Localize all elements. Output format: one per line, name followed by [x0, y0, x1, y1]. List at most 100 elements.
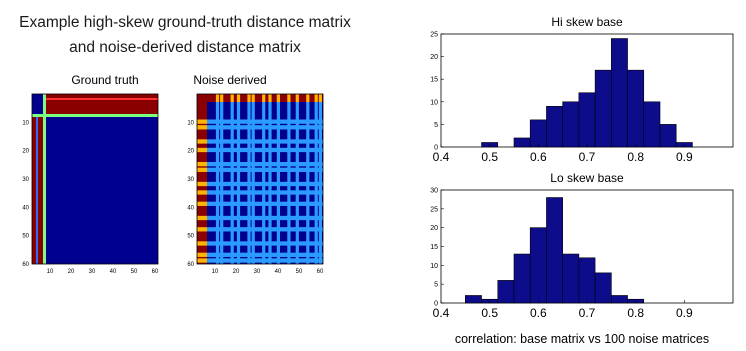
ytick-label: 25 [430, 206, 438, 213]
noise-top-marker [318, 94, 322, 102]
noise-left-marker [197, 125, 207, 130]
noise-left-marker [197, 147, 207, 153]
noise-left-marker [197, 190, 207, 195]
histogram-title: Hi skew base [551, 15, 623, 29]
histogram-bar [627, 69, 645, 148]
hi-skew-histogram: Hi skew base 0 5 10 15 20 25 0.4 0.5 0.6 0.7 0.8 0.9 [430, 15, 734, 164]
noise-left-marker [197, 139, 207, 144]
noise-top-marker [251, 94, 255, 102]
noise-column-stripe [314, 94, 318, 264]
histogram-bar [513, 253, 531, 304]
noise-column-stripe [268, 94, 272, 264]
noise-left-marker [197, 162, 207, 167]
ground-truth-top-line [44, 98, 158, 100]
noise-row-stripe [197, 258, 323, 263]
xtick-label: 0.6 [530, 306, 547, 320]
noise-column-stripe [287, 94, 291, 264]
histogram-bar [546, 197, 563, 304]
noise-derived-top-band [197, 94, 323, 102]
matrix-ytick-label: 50 [22, 234, 29, 240]
matrix-xtick-label: 50 [296, 269, 303, 275]
histogram-bar [546, 106, 563, 148]
histogram-bar [611, 38, 628, 148]
ytick-label: 25 [430, 32, 438, 39]
ytick-label: 0 [434, 145, 438, 152]
noise-row-stripe [197, 119, 323, 124]
histogram-bar [643, 101, 661, 148]
histogram-bar [578, 257, 596, 304]
xtick-label: 0.4 [433, 306, 450, 320]
noise-top-marker [262, 94, 266, 102]
ground-truth-green-row [32, 114, 158, 117]
noise-top-marker [276, 94, 280, 102]
ground-truth-frame [31, 93, 159, 265]
histogram-bar [611, 295, 628, 304]
figure-title-line-2: and noise-derived distance matrix [69, 39, 301, 56]
noise-column-stripe [276, 94, 280, 264]
noise-top-marker [295, 94, 299, 102]
noise-top-marker [220, 94, 224, 102]
noise-top-marker [268, 94, 272, 102]
matrix-ytick-label: 50 [187, 234, 194, 240]
noise-left-marker [197, 215, 207, 221]
xtick-label: 0.9 [676, 150, 693, 164]
noise-row-stripe [197, 125, 323, 130]
noise-row-stripe [197, 181, 323, 187]
matrix-xtick-label: 10 [212, 269, 219, 275]
noise-column-stripe [247, 94, 251, 264]
ytick-label: 15 [430, 244, 438, 251]
matrix-ytick-label: 20 [22, 149, 29, 155]
noise-column-stripe [306, 94, 310, 264]
matrix-ytick-label: 20 [187, 149, 194, 155]
noise-derived-title: Noise derived [193, 73, 267, 87]
noise-derived-matrix [196, 93, 324, 265]
matrix-xtick-label: 20 [233, 269, 240, 275]
noise-column-stripe [251, 94, 255, 264]
matrix-xtick-label: 50 [131, 269, 138, 275]
ytick-label: 0 [434, 301, 438, 308]
noise-row-stripe [197, 139, 323, 144]
noise-top-marker [236, 94, 241, 102]
noise-row-stripe [197, 215, 323, 221]
histogram-bar [513, 137, 531, 148]
noise-column-stripe [318, 94, 322, 264]
noise-top-marker [314, 94, 318, 102]
noise-left-marker [197, 227, 207, 232]
histogram-bar [659, 124, 677, 148]
ytick-label: 10 [430, 263, 438, 270]
figure-title-line-1: Example high-skew ground-truth distance … [19, 14, 351, 31]
noise-left-marker [197, 181, 207, 187]
matrix-xtick-label: 10 [47, 269, 54, 275]
matrix-xtick-label: 40 [275, 269, 282, 275]
xtick-label: 0.8 [627, 306, 644, 320]
noise-top-marker [230, 94, 234, 102]
matrix-xtick-label: 40 [110, 269, 117, 275]
noise-left-marker [197, 119, 207, 124]
ytick-label: 5 [434, 282, 438, 289]
matrix-ytick-label: 60 [22, 262, 29, 268]
noise-row-stripe [197, 201, 323, 206]
lo-skew-histogram: Lo skew base 0 5 10 15 20 25 30 0.4 0.5 0.6 0.7 0.8 0… [430, 171, 734, 320]
noise-derived-frame [196, 93, 324, 265]
histogram-bar [594, 272, 612, 304]
noise-row-stripe [197, 227, 323, 232]
ytick-label: 5 [434, 122, 438, 129]
histogram-bar [529, 119, 547, 148]
ground-truth-left-line [36, 116, 38, 264]
ground-truth-green-column [43, 94, 46, 264]
matrix-ytick-label: 60 [187, 262, 194, 268]
noise-top-marker [306, 94, 310, 102]
noise-top-marker [247, 94, 251, 102]
noise-row-stripe [197, 162, 323, 167]
x-axis-caption: correlation: base matrix vs 100 noise ma… [454, 332, 710, 346]
noise-top-marker [287, 94, 291, 102]
noise-top-marker [215, 94, 220, 102]
xtick-label: 0.7 [579, 306, 596, 320]
noise-row-stripe [197, 190, 323, 195]
histogram-bar [497, 280, 515, 304]
histogram-bar [594, 69, 612, 148]
noise-row-stripe [197, 241, 323, 246]
xtick-label: 0.5 [481, 150, 498, 164]
histogram-bar [465, 295, 482, 304]
